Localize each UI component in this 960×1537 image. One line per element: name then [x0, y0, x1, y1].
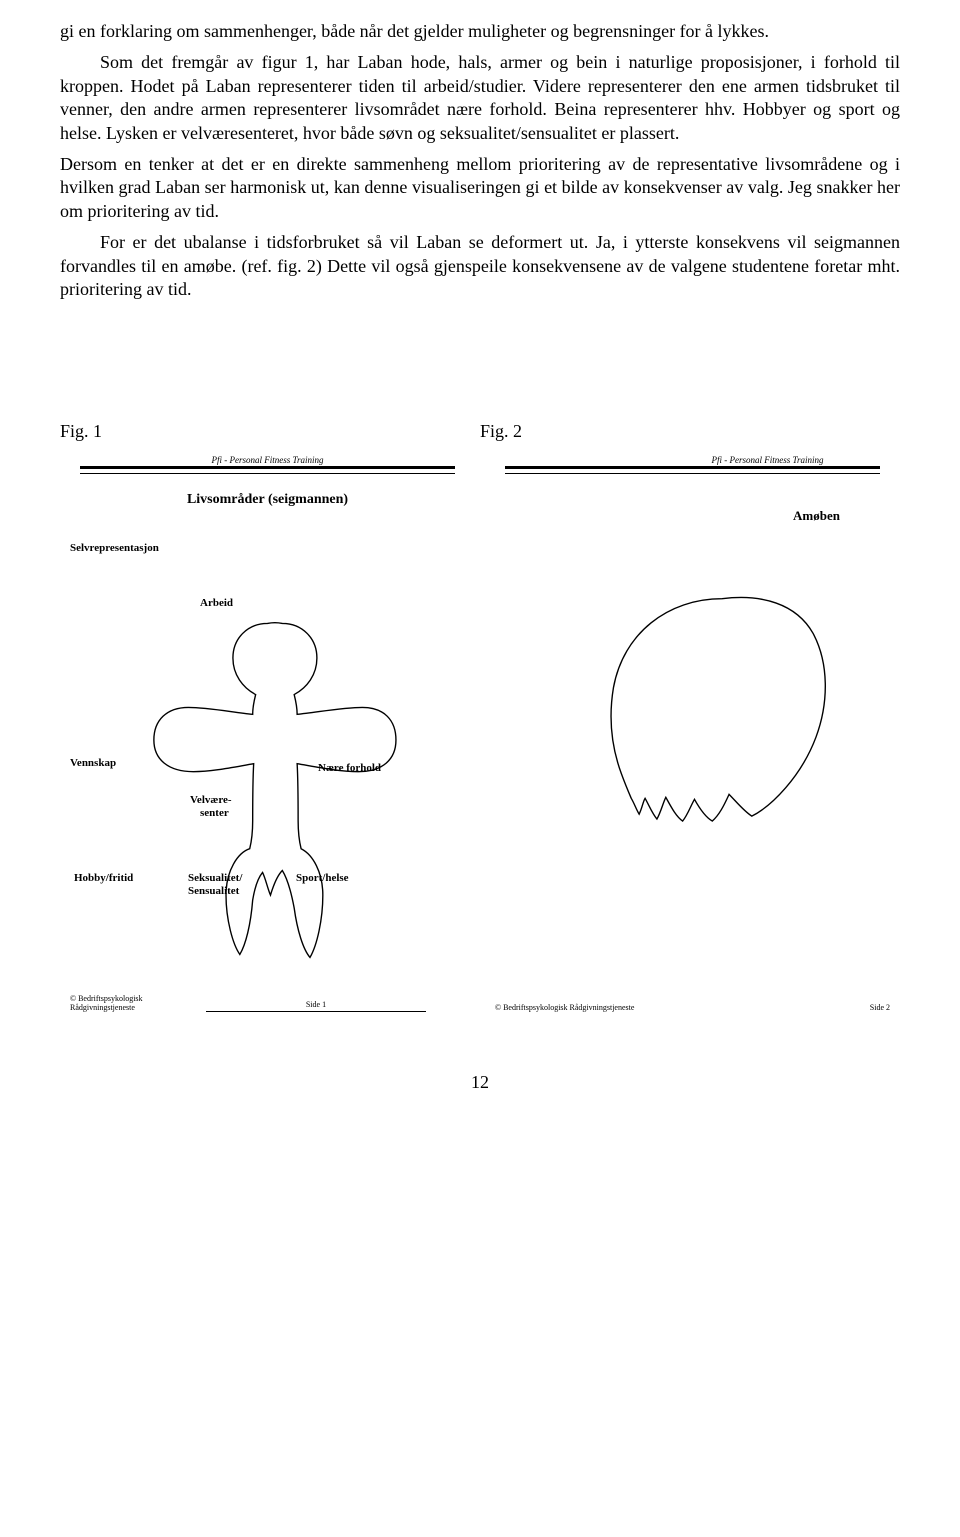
paragraph-4: For er det ubalanse i tidsforbruket så v… [60, 231, 900, 301]
amoeben-svg [485, 502, 900, 982]
label-sport: Sport/helse [296, 872, 349, 884]
paragraph-1: gi en forklaring om sammenhenger, både n… [60, 20, 900, 43]
paragraph-2: Som det fremgår av figur 1, har Laban ho… [60, 51, 900, 145]
fig2-footer-left: © Bedriftspsykologisk Rådgivningstjenest… [495, 1003, 634, 1012]
figure-1-panel: Pfi - Personal Fitness Training Livsområ… [60, 452, 475, 1012]
label-seks-1: Seksualitet/ [188, 872, 242, 884]
fig2-header-text: Pfi - Personal Fitness Training [707, 455, 827, 465]
label-vennskap: Vennskap [70, 757, 116, 769]
page-number: 12 [60, 1072, 900, 1093]
fig1-header-text: Pfi - Personal Fitness Training [207, 455, 327, 465]
label-velvaere-2: senter [200, 807, 229, 819]
fig1-label: Fig. 1 [60, 421, 480, 442]
fig1-footer-left: © Bedriftspsykologisk Rådgivningstjenest… [70, 994, 206, 1012]
fig2-footer-right: Side 2 [870, 1003, 890, 1012]
fig2-svg-wrap [485, 502, 900, 982]
label-arbeid: Arbeid [200, 597, 233, 609]
fig1-footer: © Bedriftspsykologisk Rådgivningstjenest… [70, 994, 465, 1012]
label-seks-2: Sensualitet [188, 885, 239, 897]
document-page: gi en forklaring om sammenhenger, både n… [0, 0, 960, 1133]
amoeben-outline [611, 598, 825, 822]
figure-2-panel: Pfi - Personal Fitness Training Amøben ©… [485, 452, 900, 1012]
label-velvaere-1: Velvære- [190, 794, 232, 806]
seigmannen-svg [60, 502, 475, 982]
fig2-label: Fig. 2 [480, 421, 900, 442]
seigmannen-outline [154, 623, 396, 958]
paragraph-3: Dersom en tenker at det er en direkte sa… [60, 153, 900, 223]
fig2-header-rule: Pfi - Personal Fitness Training [505, 466, 880, 474]
label-naere: Nære forhold [318, 762, 381, 774]
label-hobby: Hobby/fritid [74, 872, 133, 884]
fig1-footer-right: Side 1 [306, 1000, 326, 1009]
label-selvrepresentasjon: Selvrepresentasjon [70, 542, 159, 554]
fig1-header-rule: Pfi - Personal Fitness Training [80, 466, 455, 474]
figures-container: Pfi - Personal Fitness Training Livsområ… [60, 452, 900, 1012]
fig2-footer: © Bedriftspsykologisk Rådgivningstjenest… [495, 1003, 890, 1012]
fig1-svg-wrap: Selvrepresentasjon Arbeid Vennskap Nære … [60, 502, 475, 982]
figure-labels-row: Fig. 1 Fig. 2 [60, 421, 900, 442]
